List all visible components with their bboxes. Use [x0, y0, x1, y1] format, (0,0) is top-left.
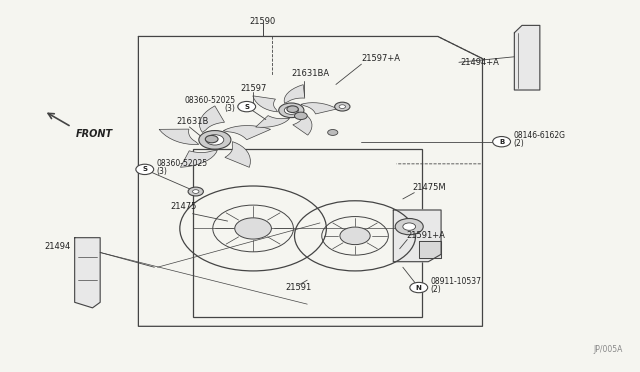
Polygon shape [75, 238, 100, 308]
Text: 21591+A: 21591+A [406, 231, 445, 240]
Bar [193, 149, 422, 317]
Circle shape [339, 105, 346, 109]
Polygon shape [225, 142, 250, 167]
Circle shape [493, 137, 511, 147]
Text: 21591: 21591 [285, 283, 311, 292]
Text: 21631BA: 21631BA [291, 69, 330, 78]
Text: 08911-10537: 08911-10537 [430, 277, 481, 286]
Text: 21597+A: 21597+A [362, 54, 401, 63]
Polygon shape [293, 114, 312, 135]
Text: JP/005A: JP/005A [593, 345, 623, 354]
Polygon shape [419, 241, 441, 258]
Text: (3): (3) [225, 104, 236, 113]
Circle shape [335, 102, 350, 111]
Text: 21475M: 21475M [412, 183, 446, 192]
Circle shape [199, 131, 231, 149]
Polygon shape [394, 210, 441, 262]
Text: 08146-6162G: 08146-6162G [513, 131, 565, 140]
Polygon shape [255, 116, 290, 127]
Text: 08360-52025: 08360-52025 [184, 96, 236, 105]
Polygon shape [284, 85, 305, 103]
Polygon shape [180, 150, 218, 167]
Circle shape [340, 227, 370, 245]
Circle shape [395, 218, 423, 235]
Circle shape [193, 190, 199, 193]
Circle shape [410, 282, 428, 293]
Circle shape [238, 102, 255, 112]
Circle shape [287, 106, 298, 112]
Circle shape [205, 135, 218, 143]
Polygon shape [200, 106, 225, 132]
Text: 21597: 21597 [241, 84, 267, 93]
Circle shape [206, 135, 224, 145]
Circle shape [328, 129, 338, 135]
Text: S: S [142, 166, 147, 172]
Circle shape [136, 164, 154, 174]
Text: 21494: 21494 [45, 243, 71, 251]
Text: (2): (2) [430, 285, 441, 294]
Text: (3): (3) [156, 167, 167, 176]
Text: 21494+A: 21494+A [460, 58, 499, 67]
Circle shape [403, 223, 415, 230]
Text: B: B [499, 139, 504, 145]
Text: (2): (2) [513, 140, 524, 148]
Text: 08360-52025: 08360-52025 [156, 158, 207, 167]
Circle shape [294, 112, 307, 119]
Text: S: S [244, 104, 249, 110]
Polygon shape [223, 125, 271, 140]
Circle shape [278, 103, 304, 118]
Polygon shape [253, 96, 278, 112]
Circle shape [188, 187, 204, 196]
Text: 21590: 21590 [250, 17, 276, 26]
Text: N: N [416, 285, 422, 291]
Text: 21475: 21475 [170, 202, 196, 211]
Polygon shape [301, 103, 337, 114]
Polygon shape [159, 129, 199, 144]
Text: FRONT: FRONT [76, 129, 113, 139]
Circle shape [284, 106, 298, 114]
Text: 21631B: 21631B [177, 117, 209, 126]
Circle shape [235, 218, 271, 239]
Polygon shape [515, 25, 540, 90]
